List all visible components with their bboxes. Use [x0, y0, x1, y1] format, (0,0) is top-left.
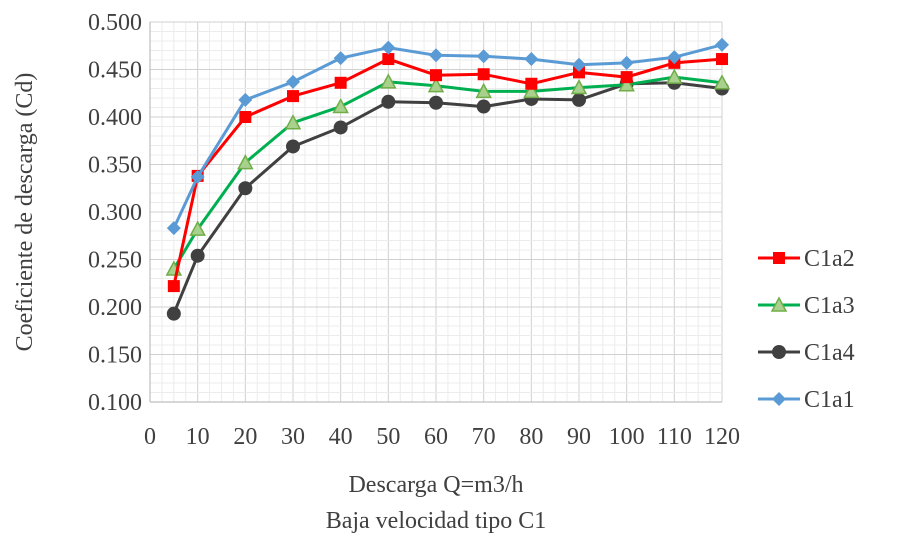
- data-point-C1a4: [238, 181, 253, 196]
- legend-label: C1a1: [804, 387, 855, 413]
- data-point-C1a2: [477, 68, 490, 81]
- data-point-C1a3: [427, 77, 445, 93]
- y-tick-label: 0.150: [88, 343, 142, 369]
- legend-item-C1a1: C1a1: [758, 387, 855, 413]
- chart-subtitle: Baja velocidad tipo C1: [326, 508, 547, 534]
- data-point-C1a3: [284, 114, 302, 130]
- data-point-C1a3: [475, 82, 492, 99]
- x-tick-label: 100: [609, 424, 645, 450]
- data-point-C1a2: [430, 69, 442, 82]
- data-point-C1a2: [620, 71, 633, 84]
- legend-label: C1a3: [804, 293, 855, 319]
- legend-marker: [773, 252, 785, 264]
- data-point-C1a1: [286, 74, 300, 89]
- data-point-C1a2: [525, 77, 538, 90]
- legend-item-C1a2: C1a2: [758, 246, 855, 272]
- y-tick-label: 0.400: [88, 105, 142, 131]
- data-point-C1a2: [287, 90, 299, 103]
- y-tick-label: 0.200: [88, 295, 142, 321]
- data-point-C1a4: [286, 139, 300, 154]
- y-tick-label: 0.300: [88, 200, 142, 226]
- legend-label: C1a4: [804, 340, 855, 366]
- data-point-C1a1: [429, 48, 443, 63]
- data-point-C1a1: [667, 50, 682, 65]
- x-tick-label: 20: [233, 424, 257, 450]
- legend-marker: [772, 392, 786, 406]
- x-tick-label: 110: [657, 424, 692, 450]
- data-point-C1a1: [524, 52, 539, 67]
- data-point-C1a3: [237, 154, 254, 170]
- legend-label: C1a2: [804, 246, 855, 272]
- data-point-C1a4: [572, 92, 586, 107]
- data-point-C1a2: [716, 53, 728, 66]
- data-point-C1a3: [618, 76, 635, 92]
- x-tick-label: 90: [567, 424, 591, 450]
- x-tick-label: 30: [281, 424, 305, 450]
- x-tick-label: 60: [424, 424, 448, 450]
- y-tick-label: 0.450: [88, 58, 142, 84]
- legend-item-C1a4: C1a4: [758, 340, 855, 366]
- x-tick-label: 50: [376, 424, 400, 450]
- y-axis-title: Coeficiente de descarga (Cd): [12, 73, 38, 352]
- x-tick-label: 10: [186, 424, 210, 450]
- legend-item-C1a3: C1a3: [758, 293, 855, 319]
- data-point-C1a1: [572, 57, 586, 72]
- data-point-C1a1: [476, 49, 491, 64]
- data-point-C1a4: [190, 248, 205, 263]
- y-tick-label: 0.250: [88, 248, 142, 274]
- data-point-C1a4: [333, 120, 348, 135]
- series-C1a1: [166, 37, 729, 236]
- data-point-C1a2: [167, 280, 180, 293]
- data-point-C1a2: [239, 111, 252, 123]
- data-point-C1a1: [619, 55, 634, 70]
- series-lines: [165, 37, 731, 321]
- y-tick-label: 0.100: [88, 390, 142, 416]
- data-point-C1a2: [334, 76, 347, 89]
- x-tick-label: 40: [329, 424, 353, 450]
- data-point-C1a3: [523, 82, 540, 99]
- data-point-C1a3: [332, 97, 349, 114]
- data-point-C1a4: [429, 95, 443, 110]
- data-point-C1a2: [573, 66, 585, 79]
- tick-labels: 0.100 0.150 0.200 0.250 0.300 0.350 0.400 0.450…: [88, 10, 740, 450]
- x-tick-label: 80: [519, 424, 543, 450]
- axes: [149, 22, 722, 403]
- data-point-C1a3: [570, 78, 588, 95]
- series-C1a3: [165, 68, 731, 276]
- legend-marker: [772, 345, 786, 359]
- data-point-C1a3: [380, 73, 397, 89]
- x-tick-label: 120: [704, 424, 740, 450]
- x-axis-title: Descarga Q=m3/h: [348, 472, 523, 498]
- data-point-C1a4: [381, 94, 396, 109]
- data-point-C1a1: [333, 51, 348, 66]
- data-point-C1a4: [166, 306, 181, 321]
- x-tick-label: 0: [144, 424, 156, 450]
- data-point-C1a3: [713, 74, 731, 90]
- data-point-C1a1: [715, 37, 729, 52]
- y-tick-label: 0.500: [88, 10, 142, 36]
- y-tick-label: 0.350: [88, 153, 142, 179]
- data-point-C1a1: [166, 221, 181, 236]
- data-point-C1a2: [382, 53, 395, 66]
- legend: C1a2 C1a3 C1a4 C1a1: [758, 246, 855, 413]
- data-point-C1a4: [476, 99, 491, 114]
- legend-marker: [770, 296, 788, 312]
- data-point-C1a3: [666, 68, 683, 84]
- data-point-C1a3: [189, 220, 206, 236]
- data-point-C1a1: [190, 169, 205, 184]
- data-point-C1a1: [238, 92, 253, 107]
- data-point-C1a1: [381, 40, 396, 55]
- x-tick-label: 70: [472, 424, 496, 450]
